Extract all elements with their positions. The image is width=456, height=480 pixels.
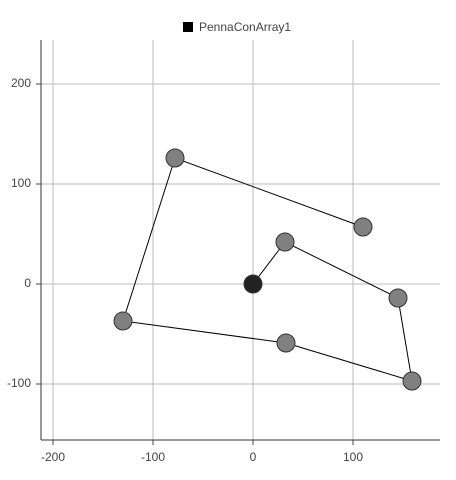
y-tick-label: 100 <box>11 176 31 190</box>
x-tick-label: 0 <box>250 450 257 464</box>
point <box>165 148 185 168</box>
legend-swatch <box>183 22 193 32</box>
point <box>113 311 133 331</box>
y-tick-label: 0 <box>24 276 31 290</box>
series-line <box>122 157 413 382</box>
y-tick-label: 200 <box>11 76 31 90</box>
legend-label: PennaConArray1 <box>199 20 291 34</box>
point <box>243 274 263 294</box>
point <box>402 371 422 391</box>
point <box>353 217 373 237</box>
point <box>275 232 295 252</box>
point <box>276 333 296 353</box>
x-tick-label: 100 <box>343 450 363 464</box>
x-tick-label: -200 <box>41 450 65 464</box>
x-tick-label: -100 <box>141 450 165 464</box>
y-tick-label: -100 <box>7 376 31 390</box>
point <box>388 288 408 308</box>
